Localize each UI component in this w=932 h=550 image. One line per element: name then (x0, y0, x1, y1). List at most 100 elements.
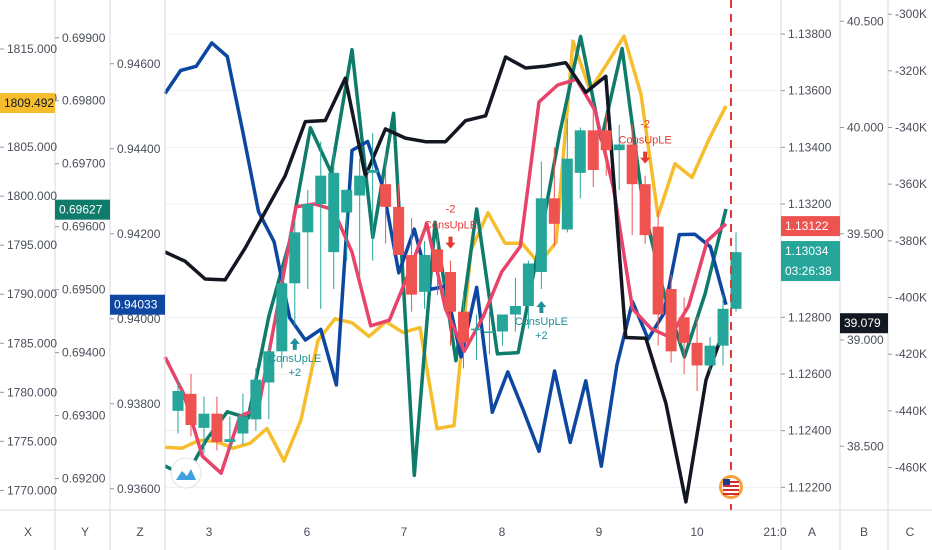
signal-marker[interactable]: ConsUpLE +2 (515, 301, 568, 342)
last-value-text: 0.69627 (59, 203, 103, 217)
candle-body (406, 255, 418, 295)
candle (470, 314, 482, 360)
tick-label: 1.12400 (788, 424, 832, 438)
flag-stripe (723, 489, 739, 491)
tick-label: 0.69600 (62, 220, 106, 234)
tick-label: 39.000 (847, 333, 884, 347)
tick-label: 0.93600 (117, 482, 161, 496)
candle-body (328, 172, 340, 253)
candle (691, 317, 703, 391)
candle-body (354, 175, 366, 196)
tick-label: 1.13600 (788, 84, 832, 98)
tick-label: 0.69200 (62, 472, 106, 486)
candle (393, 184, 405, 255)
scale-letter[interactable]: C (906, 525, 915, 539)
candle-body (172, 391, 184, 411)
candle (509, 277, 521, 332)
scale-letter[interactable]: X (24, 525, 32, 539)
candle (341, 189, 353, 261)
tick-label: 1795.000 (7, 238, 57, 252)
axis-x-scale[interactable]: 1815.0001810.0001805.0001800.0001795.000… (0, 42, 57, 497)
candle (172, 379, 184, 434)
candle-body (574, 130, 586, 173)
candle (678, 297, 690, 374)
tick-label: 1805.000 (7, 140, 57, 154)
candle-body (496, 314, 508, 332)
scale-letter[interactable]: Z (136, 525, 143, 539)
tradingview-logo-icon[interactable] (170, 457, 202, 489)
candle-body (730, 252, 742, 309)
axis-z-scale[interactable]: 0.94600 0.94400 0.94200 0.94000 0.93800 0.936… (110, 57, 161, 496)
candle (600, 113, 612, 176)
candle (185, 374, 197, 437)
candle (652, 209, 664, 346)
candle (419, 240, 431, 309)
tick-label: 0.94600 (117, 57, 161, 71)
indicator-line (164, 55, 728, 504)
signal-markers: ConsUpLE +2 -2 ConsUpLE ConsUpLE +2 -2 ConsUpLE (268, 119, 672, 379)
candle-body (483, 331, 495, 333)
candle (263, 345, 275, 420)
candle (315, 141, 327, 309)
signal-arrow-down-icon (445, 236, 456, 249)
tick-label: 0.69500 (62, 283, 106, 297)
time-tick-label: 3 (206, 525, 213, 539)
candle (535, 161, 547, 289)
candle (496, 314, 508, 346)
candle (380, 153, 392, 244)
tick-label: -440K (895, 404, 927, 418)
us-flag-icon[interactable] (719, 475, 743, 499)
candle-body (341, 189, 353, 213)
signal-label: ConsUpLE (268, 353, 321, 365)
candle (613, 124, 625, 190)
tick-label: 1780.000 (7, 385, 57, 399)
candle-body (419, 255, 431, 292)
candle (432, 235, 444, 295)
candle-body (639, 184, 651, 236)
axis-y-scale[interactable]: 0.69900 0.69800 0.69700 0.69600 0.69500 0.694… (55, 31, 106, 486)
last-value-badge (0, 93, 55, 114)
tick-label: 1.13800 (788, 27, 832, 41)
axis-c-scale[interactable]: -300K -320K -340K -360K -380K -400K -420K -440K… (888, 7, 927, 475)
axis-b-scale[interactable]: 40.500 40.000 39.500 39.000 38.500 (840, 14, 884, 453)
tick-label: 38.500 (847, 439, 884, 453)
last-value-badge (55, 199, 110, 220)
scale-letter[interactable]: A (808, 525, 816, 539)
candle (250, 368, 262, 431)
candle (561, 119, 573, 233)
candle-body (302, 204, 314, 233)
tick-label: 1800.000 (7, 189, 57, 203)
candle-body (652, 226, 664, 315)
chart-widgets (170, 0, 743, 510)
candle-body (393, 206, 405, 255)
signal-marker[interactable]: ConsUpLE +2 (268, 337, 321, 379)
signal-marker[interactable]: -2 ConsUpLE (424, 204, 477, 249)
tick-label: -420K (895, 347, 927, 361)
candle-body (380, 184, 392, 207)
last-value-label: 1809.492 (0, 93, 55, 114)
tick-label: -380K (895, 234, 927, 248)
candle-body (665, 289, 677, 352)
candle (445, 260, 457, 346)
scale-letter[interactable]: B (860, 525, 868, 539)
last-value-badge (840, 313, 888, 334)
candle (289, 221, 301, 326)
candle-body (509, 306, 521, 315)
signal-marker[interactable]: -2 ConsUpLE (619, 119, 672, 164)
candle-body (237, 416, 249, 434)
axis-a-scale[interactable]: 1.13800 1.13600 1.13400 1.13200 1.12800 1.126… (781, 27, 832, 494)
signal-value: -2 (640, 119, 650, 131)
signal-arrow-up-icon (536, 301, 547, 313)
candle (328, 147, 340, 289)
candle-body (457, 311, 469, 343)
flag-stripe (723, 481, 739, 483)
scale-letter[interactable]: Y (81, 525, 89, 539)
time-axis[interactable]: 3 6 7 8 9 10 21:0 X Y Z A B C (0, 509, 932, 539)
signal-value: +2 (535, 330, 548, 342)
tick-label: 0.69300 (62, 409, 106, 423)
candle-body (315, 175, 327, 204)
last-value-text: 1.13122 (785, 219, 829, 233)
candle-body (224, 439, 236, 442)
tick-label: 1775.000 (7, 434, 57, 448)
